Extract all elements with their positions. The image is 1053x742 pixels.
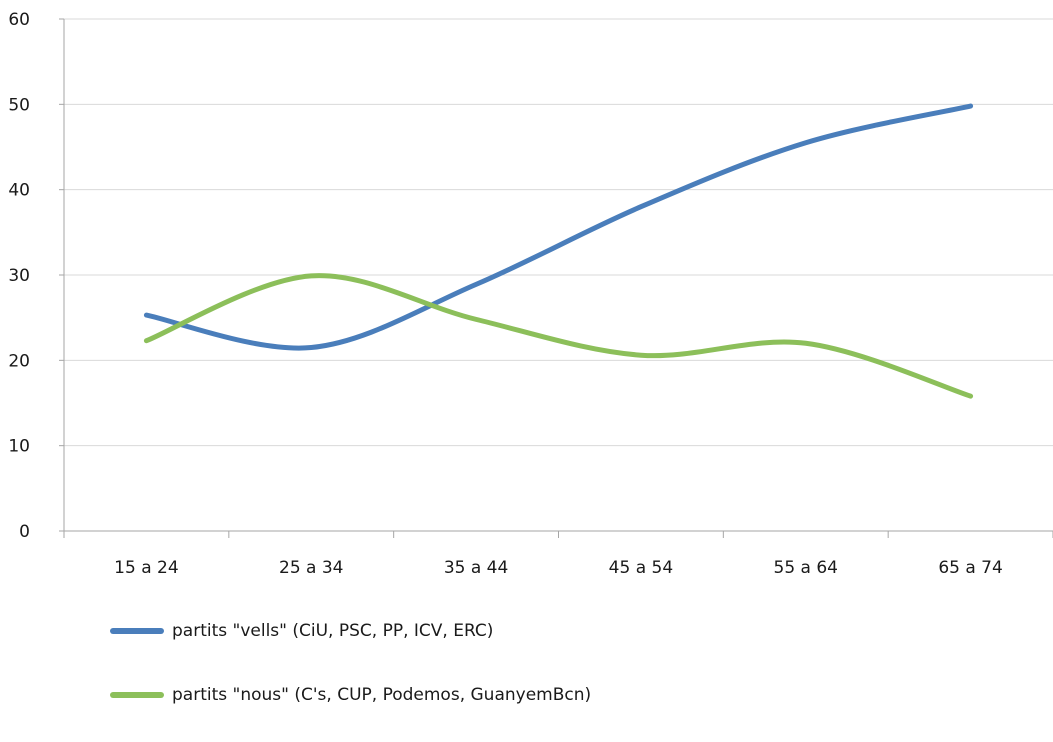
y-tick-label: 0 <box>19 522 30 542</box>
x-tick-label: 35 a 44 <box>444 558 509 578</box>
series-lines <box>143 103 974 399</box>
legend-item-old-parties: partits "vells" (CiU, PSC, PP, ICV, ERC) <box>110 614 591 648</box>
gridlines <box>64 18 1053 447</box>
x-tick-label: 55 a 64 <box>774 558 839 578</box>
y-tick-label: 50 <box>8 95 30 115</box>
legend-label-new-parties: partits "nous" (C's, CUP, Podemos, Guany… <box>172 685 592 705</box>
y-tick-label: 60 <box>8 10 30 30</box>
series-line-new-parties <box>143 273 974 399</box>
x-tick-label: 45 a 54 <box>609 558 674 578</box>
y-tick-label: 20 <box>8 351 30 371</box>
series-line-old-parties <box>143 103 974 351</box>
legend-item-new-parties: partits "nous" (C's, CUP, Podemos, Guany… <box>110 678 591 712</box>
x-tick-label: 65 a 74 <box>938 558 1003 578</box>
y-tick-label: 30 <box>8 266 30 286</box>
x-axis-ticks: 15 a 24 25 a 34 35 a 44 45 a 54 55 a 64 65 a … <box>114 558 1003 578</box>
legend-label-old-parties: partits "vells" (CiU, PSC, PP, ICV, ERC) <box>172 621 494 641</box>
axes <box>59 18 1053 538</box>
legend: partits "vells" (CiU, PSC, PP, ICV, ERC)… <box>110 614 591 742</box>
line-chart: 0 10 20 30 40 50 60 15 a 24 25 a 34 35 a 44 45 a … <box>8 10 1053 578</box>
x-tick-label: 25 a 34 <box>279 558 344 578</box>
y-tick-label: 40 <box>8 181 30 201</box>
y-axis-ticks: 0 10 20 30 40 50 60 <box>8 10 30 542</box>
y-tick-label: 10 <box>8 437 30 457</box>
legend-swatch-new-parties <box>110 692 164 698</box>
legend-swatch-old-parties <box>110 628 164 634</box>
x-tick-label: 15 a 24 <box>114 558 179 578</box>
